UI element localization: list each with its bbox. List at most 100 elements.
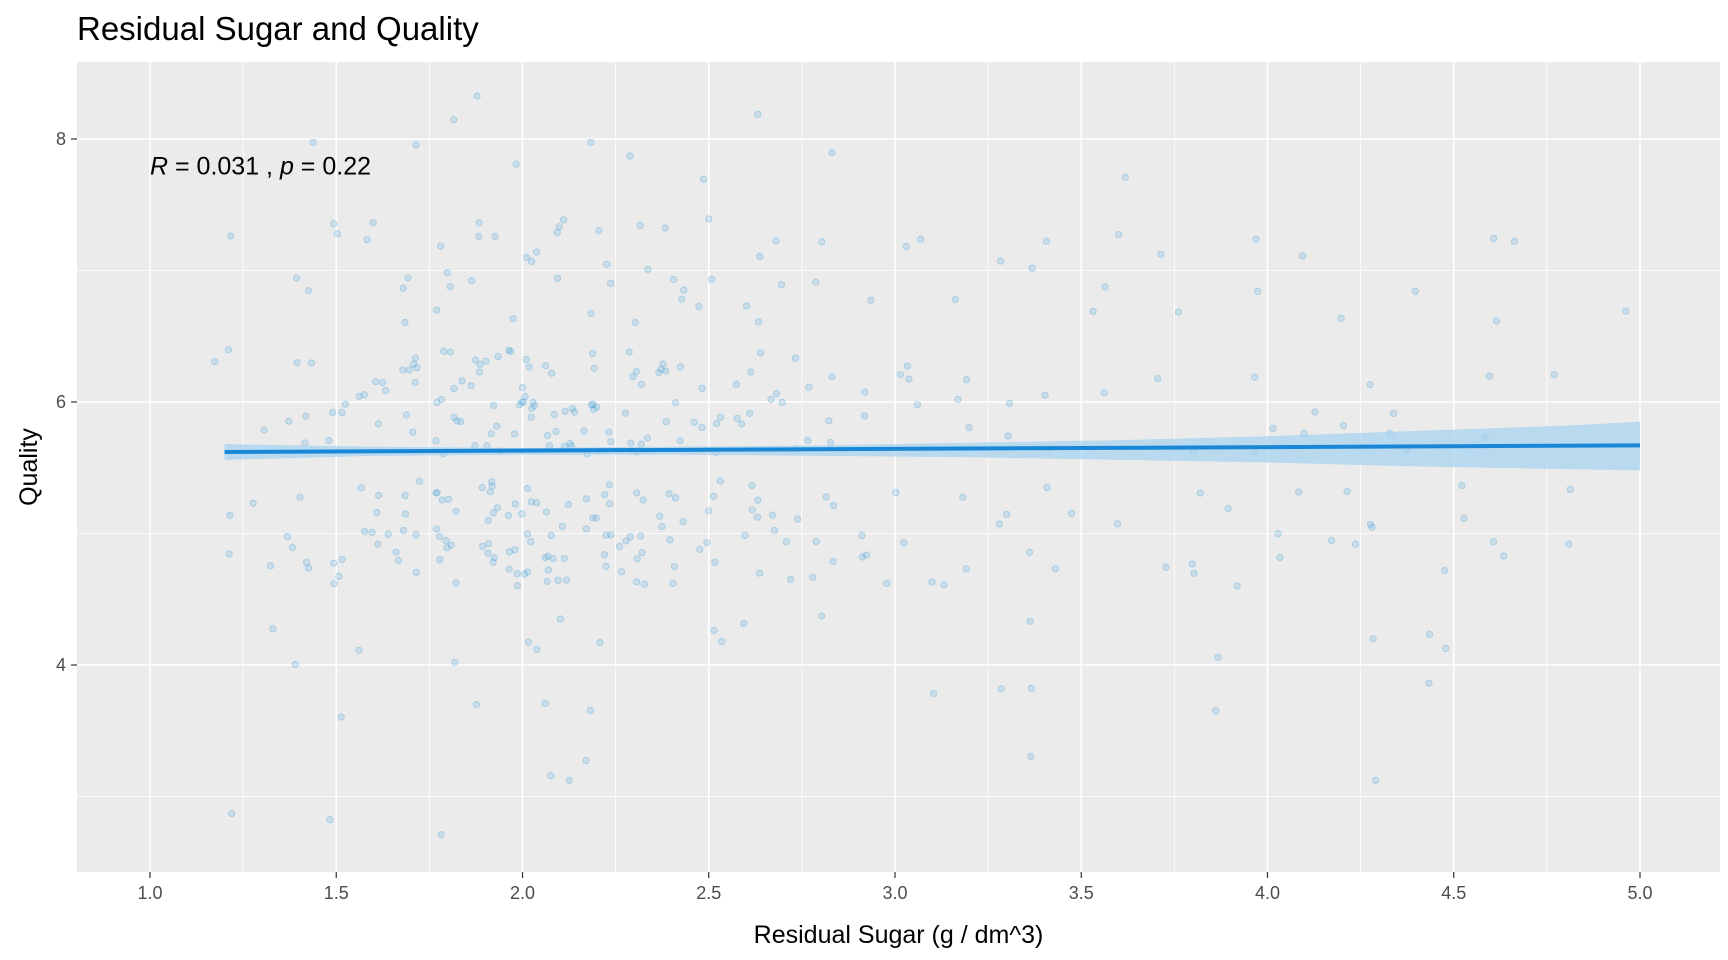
data-point — [1351, 540, 1360, 548]
data-point — [1337, 314, 1345, 322]
data-point — [505, 346, 513, 354]
data-point — [601, 490, 609, 499]
data-point — [787, 575, 795, 584]
data-point — [409, 360, 418, 368]
data-point — [605, 500, 614, 508]
data-point — [862, 551, 871, 559]
y-tick-label: 8 — [56, 129, 66, 149]
data-point — [329, 408, 337, 417]
data-point — [452, 507, 460, 515]
plot-panel — [77, 62, 1720, 872]
data-point — [542, 508, 551, 516]
data-point — [917, 235, 925, 243]
data-point — [1411, 287, 1419, 295]
data-point — [452, 579, 460, 587]
regression-line — [224, 443, 1641, 454]
data-point — [696, 545, 704, 553]
p-value: = 0.22 — [294, 152, 371, 180]
y-tick-label: 4 — [56, 655, 66, 675]
data-point — [1295, 488, 1303, 496]
data-point — [1565, 540, 1573, 548]
data-point — [602, 562, 610, 570]
data-point — [860, 412, 868, 420]
data-point — [580, 427, 588, 435]
data-point — [375, 491, 383, 499]
data-point — [1458, 481, 1466, 490]
data-point — [565, 776, 573, 784]
data-point — [440, 347, 448, 355]
data-point — [633, 555, 641, 563]
data-point — [527, 413, 535, 421]
data-point — [438, 496, 446, 504]
data-point — [412, 531, 420, 539]
data-point — [593, 403, 601, 411]
data-point — [777, 281, 786, 289]
y-axis-ticks: 4 6 8 — [56, 129, 77, 675]
data-point — [743, 302, 751, 310]
confidence-band — [224, 421, 1640, 471]
data-point — [309, 138, 317, 147]
data-point — [450, 385, 458, 393]
data-point — [671, 399, 680, 407]
data-point — [494, 353, 502, 361]
data-point — [432, 489, 440, 497]
data-point — [467, 381, 475, 390]
data-point — [829, 501, 838, 510]
data-point — [293, 359, 301, 367]
data-point — [523, 568, 532, 576]
data-point — [505, 565, 513, 573]
data-point — [661, 224, 669, 232]
data-point — [482, 357, 490, 365]
data-point — [523, 530, 532, 538]
data-point — [451, 658, 459, 666]
data-point — [698, 423, 706, 432]
data-point — [493, 504, 502, 512]
data-point — [1298, 252, 1307, 260]
data-point — [827, 438, 835, 447]
data-point — [338, 408, 346, 417]
data-point — [472, 701, 480, 709]
data-point — [283, 533, 292, 541]
data-point — [629, 373, 637, 381]
data-point — [590, 364, 598, 372]
x-tick-label: 1.0 — [137, 883, 162, 903]
data-point — [756, 349, 765, 357]
data-point — [1510, 237, 1519, 245]
data-point — [519, 398, 527, 406]
data-point — [754, 496, 762, 504]
data-point — [341, 400, 349, 408]
data-point — [475, 368, 484, 376]
r-symbol: R — [150, 152, 168, 180]
x-tick-label: 2.0 — [510, 883, 535, 903]
data-point — [562, 576, 571, 584]
data-point — [903, 362, 911, 370]
data-point — [805, 383, 813, 391]
data-point — [1566, 485, 1574, 494]
data-point — [655, 369, 663, 377]
data-point — [959, 493, 967, 501]
data-point — [1550, 371, 1558, 379]
data-point — [822, 493, 830, 501]
data-point — [401, 318, 409, 327]
data-point — [570, 408, 579, 416]
data-point — [378, 378, 387, 387]
data-point — [285, 417, 293, 425]
data-point — [669, 579, 677, 587]
data-point — [553, 228, 561, 237]
x-tick-label: 2.5 — [696, 883, 721, 903]
data-point — [666, 536, 674, 544]
data-point — [883, 579, 891, 587]
x-tick-label: 4.5 — [1441, 883, 1466, 903]
data-point — [586, 706, 594, 715]
data-point — [532, 248, 541, 256]
data-point — [510, 430, 519, 438]
data-point — [632, 367, 640, 376]
data-point — [1460, 514, 1468, 522]
data-point — [1196, 489, 1204, 497]
data-point — [900, 539, 908, 547]
data-point — [453, 417, 461, 425]
data-point — [372, 378, 380, 386]
data-point — [1369, 635, 1377, 643]
data-point — [488, 478, 496, 486]
data-point — [607, 279, 615, 287]
